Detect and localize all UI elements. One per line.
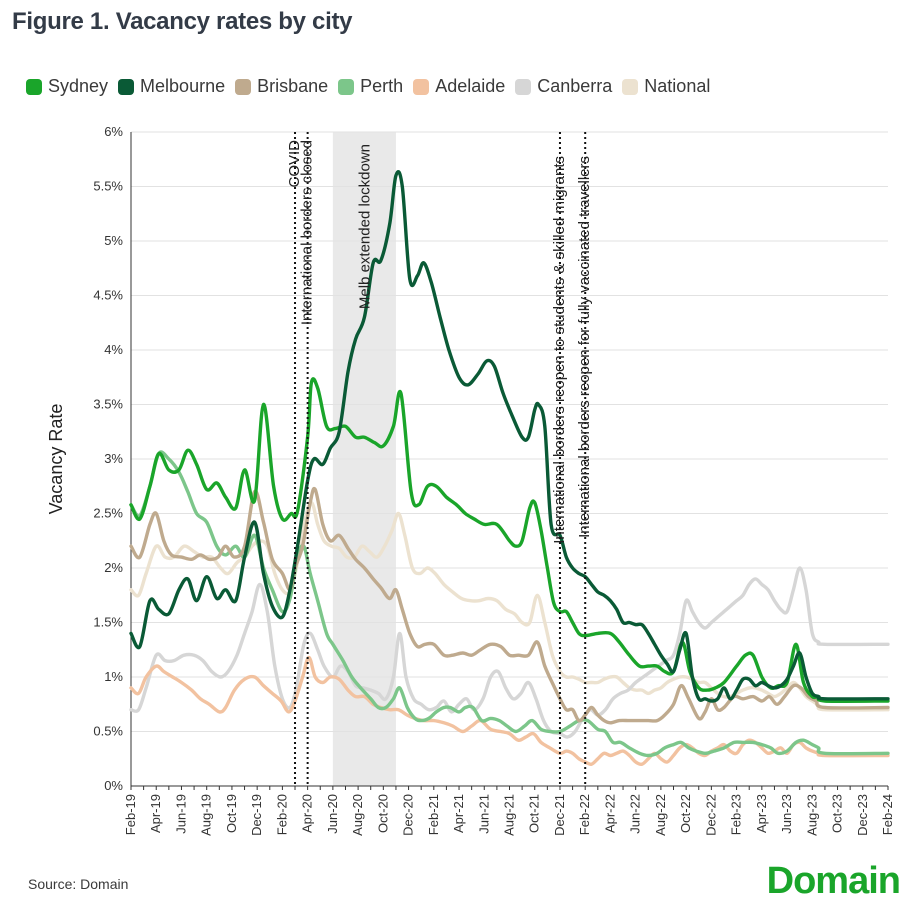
y-tick-label: 1.5% [93,615,123,630]
legend-label-perth: Perth [360,76,404,96]
vacancy-rate-chart: 0% 0.5% 1% 1.5% 2% 2.5% 3% 3.5% 4% 4.5% 5% 5.5% 6% Fe… [46,124,895,836]
x-tick-label: Feb-21 [426,794,441,835]
annotation-label: International borders closed [299,140,316,325]
x-tick-label: Dec-22 [703,794,718,836]
x-tick-label: Apr-19 [148,794,163,833]
annotation-label: International borders reopen to students… [551,156,568,544]
series-line-brisbane [129,486,890,725]
y-tick-label: 0% [104,778,123,793]
legend-item-national[interactable]: National [622,76,710,97]
series-line-canberra [129,566,890,739]
x-tick-label: Dec-19 [249,794,264,836]
legend-item-brisbane[interactable]: Brisbane [235,76,328,97]
domain-logo: Domain [766,860,901,902]
x-tick-label: Jun-23 [779,794,794,834]
legend-label-sydney: Sydney [48,76,109,96]
legend-item-canberra[interactable]: Canberra [515,76,612,97]
legend-swatch-national [622,78,639,95]
legend-label-adelaide: Adelaide [435,76,506,96]
y-tick-label: 2% [104,560,123,575]
x-tick-label: Feb-22 [577,794,592,835]
x-tick-label: Dec-21 [552,794,567,836]
x-tick-label: Aug-20 [350,794,365,836]
x-tick-label: Jun-22 [628,794,643,834]
x-tick-label: Dec-23 [855,794,870,836]
y-tick-label: 1% [104,669,123,684]
y-tick-label: 3.5% [93,397,123,412]
legend-swatch-canberra [515,78,532,95]
y-tick-label: 0.5% [93,724,123,739]
legend-label-melbourne: Melbourne [140,76,226,96]
y-tick-label: 4.5% [93,288,123,303]
annotation-label: COVID [286,140,303,188]
legend-label-national: National [644,76,711,96]
x-tick-label: Aug-22 [653,794,668,836]
annotation-label: Melb extended lockdown [356,144,373,309]
x-tick-label: Oct-19 [224,794,239,833]
x-tick-label: Oct-22 [678,794,693,833]
x-tick-label: Apr-21 [451,794,466,833]
legend-swatch-adelaide [413,78,430,95]
x-tick-label: Oct-21 [527,794,542,833]
x-tick-label: Jun-20 [325,794,340,834]
legend-label-brisbane: Brisbane [257,76,329,96]
legend-label-canberra: Canberra [537,76,613,96]
chart-legend: Sydney Melbourne Brisbane Perth Adelaide… [26,76,720,97]
x-tick-label: Apr-23 [754,794,769,833]
x-tick-label: Aug-19 [199,794,214,836]
y-tick-label: 5.5% [93,179,123,194]
x-tick-label: Jun-21 [476,794,491,834]
legend-item-melbourne[interactable]: Melbourne [118,76,225,97]
y-tick-label: 3% [104,451,123,466]
y-tick-label: 2.5% [93,506,123,521]
x-tick-label: Feb-23 [729,794,744,835]
series-line-adelaide [129,655,890,767]
legend-swatch-brisbane [235,78,252,95]
series-line-sydney [129,377,890,704]
y-tick-label: 6% [104,124,123,139]
x-tick-label: Dec-20 [401,794,416,836]
series-line-melbourne [129,169,890,703]
legend-swatch-perth [338,78,355,95]
legend-item-adelaide[interactable]: Adelaide [413,76,505,97]
legend-swatch-sydney [26,78,42,95]
series-lines [129,169,890,767]
y-tick-label: 4% [104,342,123,357]
x-tick-label: Feb-19 [123,794,138,835]
source-note: Source: Domain [28,876,129,892]
x-tick-label: Feb-24 [880,794,895,835]
x-tick-label: Aug-23 [804,794,819,836]
y-tick-label: 5% [104,233,123,248]
annotation-label: International borders reopen for fully v… [576,156,593,538]
x-tick-label: Oct-20 [375,794,390,833]
x-tick-label: Feb-20 [274,794,289,835]
x-tick-label: Jun-19 [173,794,188,834]
x-tick-label: Oct-23 [830,794,845,833]
legend-item-sydney[interactable]: Sydney [26,76,108,97]
page-title: Figure 1. Vacancy rates by city [12,8,353,35]
x-tick-label: Apr-22 [602,794,617,833]
x-tick-label: Apr-20 [300,794,315,833]
y-axis-title: Vacancy Rate [46,404,66,515]
legend-swatch-melbourne [118,78,135,95]
x-tick-label: Aug-21 [502,794,517,836]
axes: 0% 0.5% 1% 1.5% 2% 2.5% 3% 3.5% 4% 4.5% 5% 5.5% 6% Fe… [46,124,895,836]
legend-item-perth[interactable]: Perth [338,76,403,97]
